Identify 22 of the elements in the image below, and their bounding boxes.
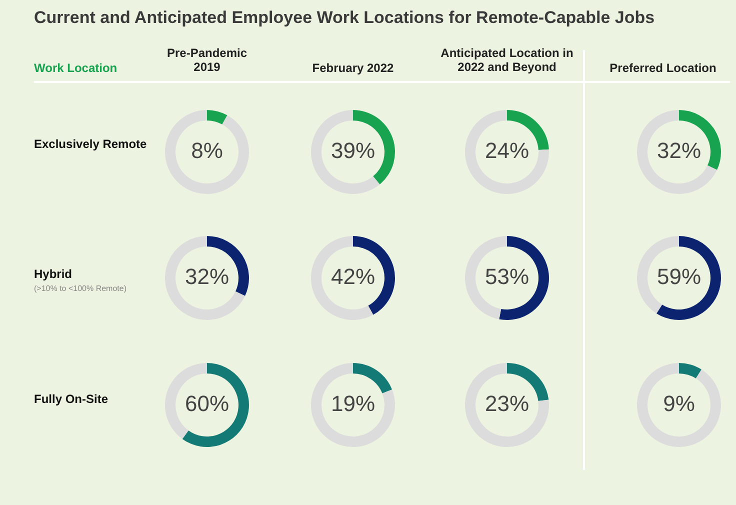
data-label: 39% (330, 138, 376, 164)
data-label: 24% (484, 138, 530, 164)
text: (>10% to <100% Remote) (34, 284, 126, 294)
text: Preferred Location (610, 61, 716, 76)
text: Hybrid (34, 267, 72, 282)
text: February 2022 (312, 61, 394, 76)
text: Exclusively Remote (34, 137, 147, 152)
text: Fully On-Site (34, 392, 108, 407)
data-label: 60% (184, 391, 230, 416)
data-label: 53% (484, 264, 530, 290)
text: Pre-Pandemic 2019 (166, 46, 248, 75)
text: Current and Anticipated Employee Work Locations for Remote-Capable Jobs (34, 8, 655, 28)
data-label: 8% (191, 138, 223, 164)
text: Anticipated Location in 2022 and Beyond (440, 46, 574, 75)
data-label: 32% (184, 264, 230, 290)
data-label: 9% (663, 391, 695, 416)
data-label: 32% (656, 138, 702, 164)
data-label: 42% (330, 264, 376, 290)
text: Work Location (34, 61, 118, 76)
data-label: 23% (484, 391, 530, 416)
data-label: 59% (656, 264, 702, 290)
data-label: 19% (330, 391, 376, 416)
